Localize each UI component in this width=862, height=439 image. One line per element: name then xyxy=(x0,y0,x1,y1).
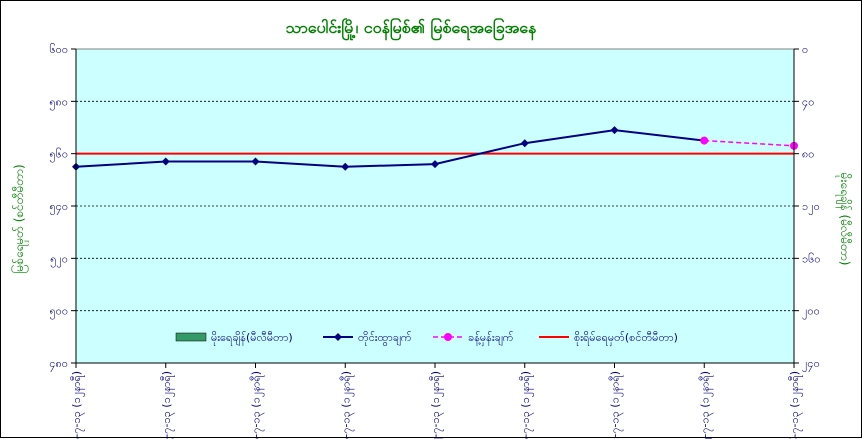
observed-series-line xyxy=(75,129,705,168)
left-axis-label: မြစ်ရေမှတ် (စင်တီမီတာ) xyxy=(10,164,29,273)
forecast-series-line xyxy=(704,139,795,147)
legend-label: စိုးရိမ်ရေမှတ်(စင်တီမီတာ) xyxy=(574,331,678,346)
x-tick-label: ၁၈-၇-၁၃ (၁၂နာရီ) xyxy=(70,371,85,439)
right-tick-label: ၀ xyxy=(802,43,808,56)
left-tick-label: ၅၄၀ xyxy=(49,200,68,215)
x-tick-label: ၂၂-၇-၁၃ (၁၂နာရီ) xyxy=(429,371,444,439)
plot-area xyxy=(75,48,795,364)
legend-label: တိုင်းထွာချက် xyxy=(358,331,412,346)
chart-title: သာပေါင်းမြို့၊ ငဝန်မြစ်၏ မြစ်ရေအခြေအနေ xyxy=(286,17,537,41)
right-tick-label: ၁၂၀ xyxy=(802,200,820,215)
right-axis-label: မိုးရေချိန် (မီလီမီတာ) xyxy=(835,173,853,266)
x-tick-label: ၂၃-၇-၁၃ (၁၂နာရီ) xyxy=(519,371,534,439)
observed-point xyxy=(251,157,260,166)
legend: မိုးရေချိန်(မီလီမီတာ) တိုင်းထွာချက် ခန့်မှ… xyxy=(175,331,678,346)
observed-point xyxy=(161,157,170,166)
x-tick-label: ၂၆-၇-၁၃ (၁၂နာရီ) xyxy=(788,371,803,439)
right-tick-label: ၂၄၀ xyxy=(802,357,820,372)
legend-label: ခန့်မှန်းချက် xyxy=(468,331,514,346)
x-tick-label: ၂၀-၇-၁၃ (၁၂နာရီ) xyxy=(250,371,265,439)
legend-swatch xyxy=(175,332,207,342)
x-tick-label: ၂၄-၇-၁၃ (၁၂နာရီ) xyxy=(609,371,624,439)
legend-marker xyxy=(334,333,342,341)
left-tick-label: ၅၀၀ xyxy=(49,305,68,320)
forecast-point xyxy=(700,136,709,145)
right-tick-label: ၈၀ xyxy=(802,148,814,161)
observed-point xyxy=(520,139,529,148)
left-tick-label: ၅၂၀ xyxy=(50,252,68,267)
observed-point xyxy=(610,126,619,135)
right-tick-label: ၂၀၀ xyxy=(802,305,820,320)
x-tick-label: ၂၅-၇-၁၃ (၁၂နာရီ) xyxy=(698,371,713,439)
legend-label: မိုးရေချိန်(မီလီမီတာ) xyxy=(211,331,293,346)
left-tick-label: ၅၈၀ xyxy=(49,95,68,110)
observed-point xyxy=(431,160,439,169)
left-tick-label: ၅၆၀ xyxy=(49,148,68,163)
left-tick-label: ၆၀၀ xyxy=(49,43,68,56)
right-tick-label: ၄၀ xyxy=(802,95,814,110)
right-tick-label: ၁၆၀ xyxy=(802,252,821,265)
x-tick-label: ၂၁-၇-၁၃ (၁၂နာရီ) xyxy=(339,371,354,439)
x-tick-label: ၁၉-၇-၁၃ (၁၂နာရီ) xyxy=(160,371,175,439)
legend-marker xyxy=(444,333,452,341)
left-tick-label: ၄၈၀ xyxy=(49,357,68,372)
observed-point xyxy=(341,162,350,171)
